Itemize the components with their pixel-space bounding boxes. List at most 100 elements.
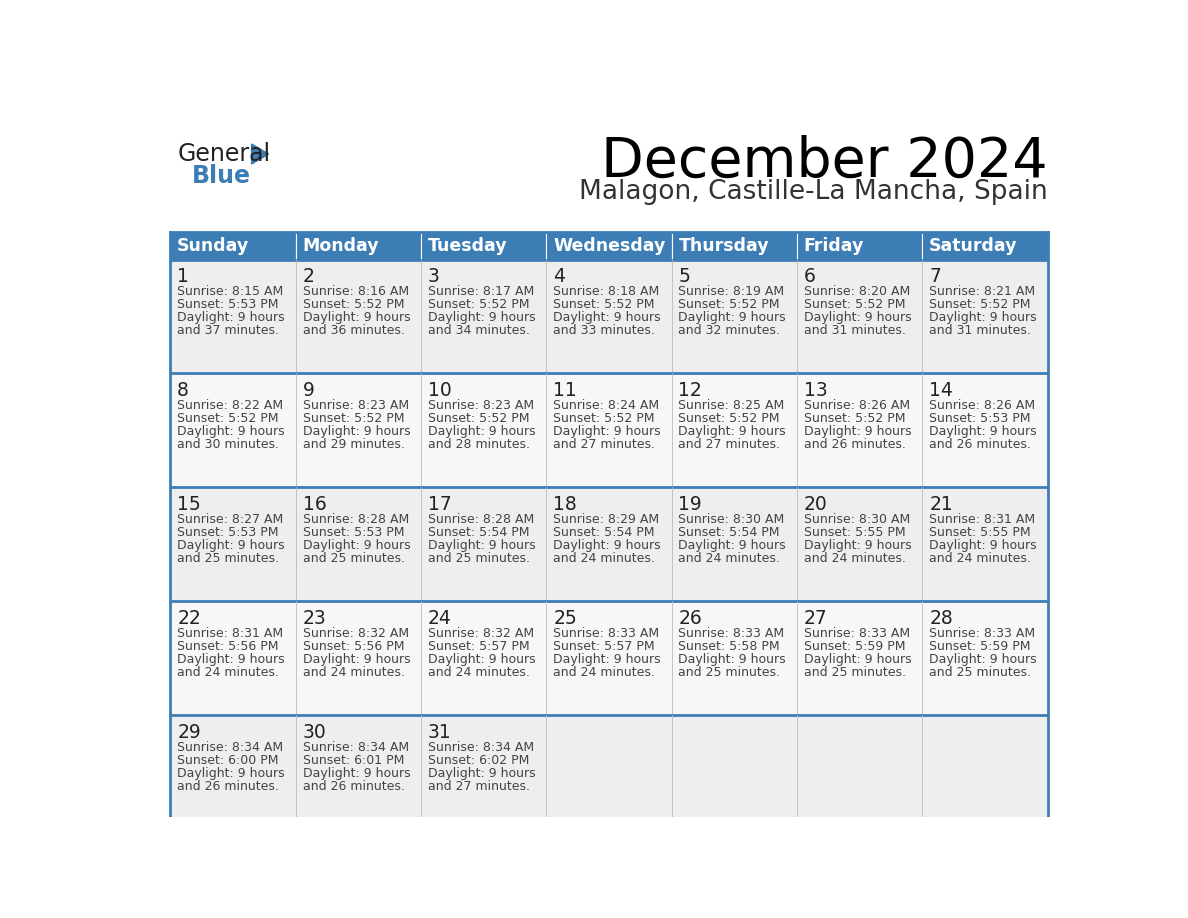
Text: and 27 minutes.: and 27 minutes. bbox=[554, 438, 655, 451]
Text: Daylight: 9 hours: Daylight: 9 hours bbox=[303, 539, 410, 552]
Text: Daylight: 9 hours: Daylight: 9 hours bbox=[678, 653, 786, 666]
Bar bbox=[421, 715, 546, 829]
Text: and 24 minutes.: and 24 minutes. bbox=[554, 666, 655, 679]
Bar bbox=[797, 260, 922, 374]
Text: Daylight: 9 hours: Daylight: 9 hours bbox=[929, 653, 1037, 666]
Text: Daylight: 9 hours: Daylight: 9 hours bbox=[554, 653, 661, 666]
Text: 5: 5 bbox=[678, 267, 690, 286]
Text: and 28 minutes.: and 28 minutes. bbox=[428, 438, 530, 451]
Text: Sunrise: 8:23 AM: Sunrise: 8:23 AM bbox=[428, 399, 533, 412]
Text: Sunset: 5:55 PM: Sunset: 5:55 PM bbox=[804, 526, 905, 539]
Text: Daylight: 9 hours: Daylight: 9 hours bbox=[554, 311, 661, 324]
Text: Sunset: 5:59 PM: Sunset: 5:59 PM bbox=[929, 640, 1031, 653]
Text: Sunrise: 8:27 AM: Sunrise: 8:27 AM bbox=[177, 513, 284, 526]
Text: Sunrise: 8:16 AM: Sunrise: 8:16 AM bbox=[303, 285, 409, 298]
Bar bbox=[296, 232, 421, 260]
Text: Daylight: 9 hours: Daylight: 9 hours bbox=[804, 425, 911, 438]
Bar bbox=[922, 715, 1048, 829]
Text: 30: 30 bbox=[303, 723, 327, 742]
Text: Sunrise: 8:25 AM: Sunrise: 8:25 AM bbox=[678, 399, 785, 412]
Bar bbox=[170, 232, 296, 260]
Text: Daylight: 9 hours: Daylight: 9 hours bbox=[428, 653, 536, 666]
Text: Sunrise: 8:22 AM: Sunrise: 8:22 AM bbox=[177, 399, 283, 412]
Text: Daylight: 9 hours: Daylight: 9 hours bbox=[303, 425, 410, 438]
Text: Sunrise: 8:26 AM: Sunrise: 8:26 AM bbox=[929, 399, 1035, 412]
Text: 10: 10 bbox=[428, 381, 451, 400]
Text: Sunrise: 8:34 AM: Sunrise: 8:34 AM bbox=[177, 741, 283, 754]
Text: 20: 20 bbox=[804, 495, 828, 514]
Text: and 27 minutes.: and 27 minutes. bbox=[678, 438, 781, 451]
Text: and 25 minutes.: and 25 minutes. bbox=[428, 552, 530, 565]
Text: Sunset: 5:54 PM: Sunset: 5:54 PM bbox=[678, 526, 781, 539]
Text: Sunrise: 8:20 AM: Sunrise: 8:20 AM bbox=[804, 285, 910, 298]
Text: Daylight: 9 hours: Daylight: 9 hours bbox=[303, 767, 410, 780]
Text: 23: 23 bbox=[303, 610, 327, 628]
Text: Sunset: 5:53 PM: Sunset: 5:53 PM bbox=[177, 298, 279, 311]
Text: Sunrise: 8:28 AM: Sunrise: 8:28 AM bbox=[428, 513, 535, 526]
Text: Sunrise: 8:34 AM: Sunrise: 8:34 AM bbox=[303, 741, 409, 754]
Text: Sunset: 5:56 PM: Sunset: 5:56 PM bbox=[303, 640, 404, 653]
Text: Saturday: Saturday bbox=[929, 237, 1018, 254]
Text: Daylight: 9 hours: Daylight: 9 hours bbox=[804, 311, 911, 324]
Text: 24: 24 bbox=[428, 610, 451, 628]
Bar bbox=[797, 374, 922, 487]
Polygon shape bbox=[252, 144, 268, 164]
Text: Sunrise: 8:31 AM: Sunrise: 8:31 AM bbox=[177, 627, 283, 640]
Bar bbox=[922, 260, 1048, 374]
Text: Sunset: 5:52 PM: Sunset: 5:52 PM bbox=[177, 412, 279, 425]
Text: Malagon, Castille-La Mancha, Spain: Malagon, Castille-La Mancha, Spain bbox=[579, 179, 1048, 206]
Text: Sunrise: 8:21 AM: Sunrise: 8:21 AM bbox=[929, 285, 1035, 298]
Bar bbox=[421, 601, 546, 715]
Text: Daylight: 9 hours: Daylight: 9 hours bbox=[554, 539, 661, 552]
Text: Daylight: 9 hours: Daylight: 9 hours bbox=[678, 539, 786, 552]
Bar bbox=[922, 232, 1048, 260]
Text: and 25 minutes.: and 25 minutes. bbox=[177, 552, 279, 565]
Bar bbox=[671, 715, 797, 829]
Text: Sunset: 5:54 PM: Sunset: 5:54 PM bbox=[428, 526, 530, 539]
Bar bbox=[797, 601, 922, 715]
Bar bbox=[546, 487, 671, 601]
Text: and 31 minutes.: and 31 minutes. bbox=[929, 324, 1031, 337]
Text: Daylight: 9 hours: Daylight: 9 hours bbox=[929, 311, 1037, 324]
Text: Daylight: 9 hours: Daylight: 9 hours bbox=[428, 425, 536, 438]
Text: Sunrise: 8:33 AM: Sunrise: 8:33 AM bbox=[678, 627, 784, 640]
Bar bbox=[671, 232, 797, 260]
Text: Monday: Monday bbox=[303, 237, 379, 254]
Text: Daylight: 9 hours: Daylight: 9 hours bbox=[929, 425, 1037, 438]
Text: 17: 17 bbox=[428, 495, 451, 514]
Text: 9: 9 bbox=[303, 381, 315, 400]
Text: and 33 minutes.: and 33 minutes. bbox=[554, 324, 655, 337]
Text: and 26 minutes.: and 26 minutes. bbox=[929, 438, 1031, 451]
Text: and 24 minutes.: and 24 minutes. bbox=[804, 552, 905, 565]
Text: 1: 1 bbox=[177, 267, 189, 286]
Text: and 25 minutes.: and 25 minutes. bbox=[678, 666, 781, 679]
Text: Sunrise: 8:29 AM: Sunrise: 8:29 AM bbox=[554, 513, 659, 526]
Bar bbox=[421, 374, 546, 487]
Text: 28: 28 bbox=[929, 610, 953, 628]
Text: Daylight: 9 hours: Daylight: 9 hours bbox=[804, 653, 911, 666]
Bar bbox=[546, 232, 671, 260]
Text: Daylight: 9 hours: Daylight: 9 hours bbox=[554, 425, 661, 438]
Text: Sunset: 5:52 PM: Sunset: 5:52 PM bbox=[428, 412, 530, 425]
Text: Sunset: 5:52 PM: Sunset: 5:52 PM bbox=[428, 298, 530, 311]
Text: 31: 31 bbox=[428, 723, 451, 742]
Text: Sunrise: 8:30 AM: Sunrise: 8:30 AM bbox=[678, 513, 785, 526]
Text: Sunset: 5:52 PM: Sunset: 5:52 PM bbox=[303, 412, 404, 425]
Bar bbox=[170, 487, 296, 601]
Text: Sunrise: 8:19 AM: Sunrise: 8:19 AM bbox=[678, 285, 784, 298]
Text: and 31 minutes.: and 31 minutes. bbox=[804, 324, 905, 337]
Text: and 30 minutes.: and 30 minutes. bbox=[177, 438, 279, 451]
Text: Daylight: 9 hours: Daylight: 9 hours bbox=[929, 539, 1037, 552]
Text: 26: 26 bbox=[678, 610, 702, 628]
Text: Daylight: 9 hours: Daylight: 9 hours bbox=[177, 425, 285, 438]
Text: and 24 minutes.: and 24 minutes. bbox=[554, 552, 655, 565]
Text: and 25 minutes.: and 25 minutes. bbox=[929, 666, 1031, 679]
Text: and 24 minutes.: and 24 minutes. bbox=[177, 666, 279, 679]
Text: Sunset: 6:01 PM: Sunset: 6:01 PM bbox=[303, 754, 404, 767]
Bar bbox=[922, 374, 1048, 487]
Bar bbox=[296, 260, 421, 374]
Text: and 25 minutes.: and 25 minutes. bbox=[804, 666, 905, 679]
Text: 22: 22 bbox=[177, 610, 201, 628]
Text: Sunset: 6:02 PM: Sunset: 6:02 PM bbox=[428, 754, 529, 767]
Text: Sunset: 5:52 PM: Sunset: 5:52 PM bbox=[804, 298, 905, 311]
